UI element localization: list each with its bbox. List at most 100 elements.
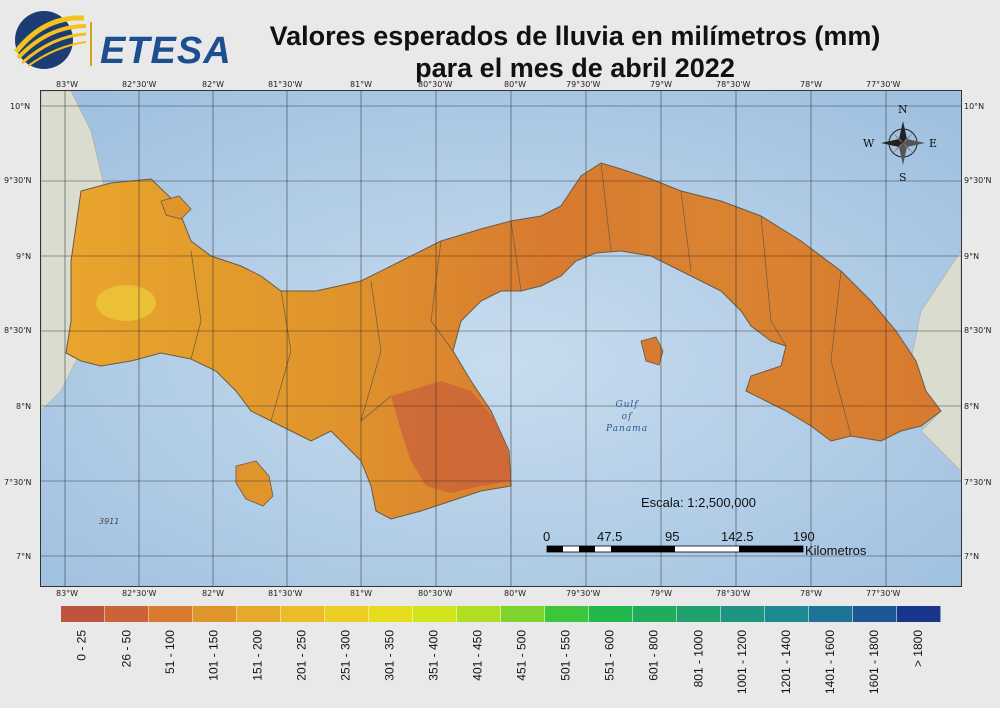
lon-label: 81°W [350,80,373,89]
legend-color-bar [61,606,941,622]
legend-swatch [105,606,149,622]
lon-label: 81°30'W [268,589,303,598]
etesa-logo: ETESA [8,8,248,72]
legend-label-text: 1401 - 1600 [823,630,837,695]
lat-label: 8°N [16,402,32,411]
legend-swatch [589,606,633,622]
legend-label-text: 1601 - 1800 [867,630,881,695]
rainfall-map [41,91,961,586]
legend-label: 251 - 300 [339,630,353,700]
lon-label: 83°W [56,589,79,598]
legend-label-text: > 1800 [911,630,925,668]
gulf-of-panama-label: Gulf of Panama [606,399,648,435]
legend-label-text: 801 - 1000 [691,630,705,688]
lat-label: 9°30'N [964,176,992,185]
lon-label: 80°W [504,589,527,598]
lat-label: 8°30'N [964,326,992,335]
legend-label-text: 551 - 600 [603,630,617,681]
legend-label: 501 - 550 [559,630,573,700]
lon-label: 77°30'W [866,589,901,598]
legend-label: 551 - 600 [603,630,617,700]
legend-swatch [237,606,281,622]
legend-label: 451 - 500 [515,630,529,700]
logo-divider [90,22,92,66]
north-arrow-icon [881,121,925,165]
map-panel[interactable]: N S E W Gulf of Panama 3911 Escala: 1:2,… [40,90,962,587]
legend-label: 1001 - 1200 [735,630,749,700]
title-line-1: Valores esperados de lluvia en milímetro… [269,21,881,51]
depth-label: 3911 [99,517,120,526]
legend-swatch [325,606,369,622]
lon-label: 77°30'W [866,80,901,89]
legend-swatch [809,606,853,622]
scale-tick: 47.5 [597,529,623,544]
lon-label: 78°30'W [716,80,751,89]
legend-label: 301 - 350 [383,630,397,700]
compass-s: S [899,171,907,184]
lon-label: 78°W [800,80,823,89]
legend-label-text: 26 - 50 [119,630,133,668]
lat-label: 10°N [10,102,31,111]
legend-swatch [193,606,237,622]
gulf-word-3: Panama [606,424,649,434]
lat-label: 7°30'N [964,478,992,487]
scale-unit: Kilometros [805,543,867,558]
title-line-2: para el mes de abril 2022 [415,53,735,83]
legend-label: 351 - 400 [427,630,441,700]
lat-label: 10°N [964,102,985,111]
legend-label: 801 - 1000 [691,630,705,700]
legend-label-text: 601 - 800 [647,630,661,681]
legend-swatch [897,606,941,622]
lon-label: 79°30'W [566,80,601,89]
legend-swatch [677,606,721,622]
panama-land [65,162,942,520]
lon-label: 78°W [800,589,823,598]
legend-label: 1401 - 1600 [823,630,837,700]
graticule [41,91,961,586]
legend-swatch [721,606,765,622]
scale-bar [546,545,804,553]
gulf-word-2: of [621,412,633,422]
lon-label: 80°30'W [418,589,453,598]
legend-swatch [501,606,545,622]
lon-label: 83°W [56,80,79,89]
legend-label-text: 51 - 100 [163,630,177,675]
legend-swatch [281,606,325,622]
legend-swatch [765,606,809,622]
legend-swatch [853,606,897,622]
legend-label-text: 401 - 450 [471,630,485,681]
legend-label: 601 - 800 [647,630,661,700]
lat-label: 7°30'N [4,478,32,487]
legend-label-text: 301 - 350 [383,630,397,681]
lon-label: 82°30'W [122,80,157,89]
lon-label: 80°30'W [418,80,453,89]
lon-label: 82°W [202,589,225,598]
bocas-islands [160,195,192,220]
lon-label: 81°W [350,589,373,598]
legend-label: 1201 - 1400 [779,630,793,700]
azuero-dark-zone [391,381,511,493]
scale-tick: 190 [793,529,815,544]
legend-label: 1601 - 1800 [867,630,881,700]
legend-label-text: 251 - 300 [339,630,353,681]
legend-label: 101 - 150 [207,630,221,700]
legend-label-text: 351 - 400 [427,630,441,681]
compass-w: W [863,137,875,150]
compass-n: N [898,103,908,116]
legend-label: 151 - 200 [251,630,265,700]
legend-swatch [545,606,589,622]
lat-label: 9°N [16,252,32,261]
legend-label: 201 - 250 [295,630,309,700]
legend-swatch [457,606,501,622]
scale-tick: 0 [543,529,551,544]
legend-swatch [413,606,457,622]
legend-label-text: 151 - 200 [251,630,265,681]
legend-label-text: 0 - 25 [75,630,89,661]
lat-label: 9°30'N [4,176,32,185]
lat-label: 8°30'N [4,326,32,335]
legend-label: 51 - 100 [163,630,177,700]
legend-label-text: 451 - 500 [515,630,529,681]
lat-label: 7°N [16,552,32,561]
lon-label: 79°30'W [566,589,601,598]
legend-label: 26 - 50 [119,630,133,700]
